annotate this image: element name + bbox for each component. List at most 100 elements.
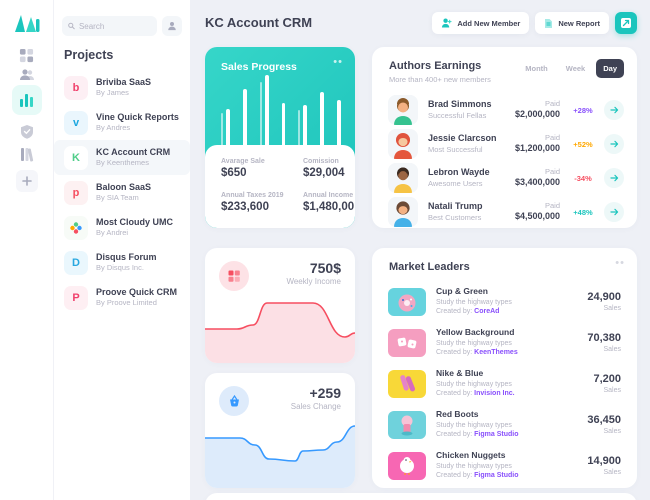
sales-count: 14,900 <box>587 454 621 467</box>
tab-day[interactable]: Day <box>596 59 624 78</box>
author-row-natali-trump[interactable]: Natali Trump Best Customers Paid $4,500,… <box>372 195 637 229</box>
project-item-vine[interactable]: v Vine Quick Reports By Andres <box>54 105 190 140</box>
product-desc: Study the highway types <box>436 298 512 306</box>
author-detail-button[interactable] <box>604 134 624 154</box>
chart-quick-action-button[interactable] <box>615 12 637 34</box>
add-new-member-button[interactable]: Add New Member <box>432 12 530 34</box>
sales-progress-menu[interactable]: •• <box>333 56 343 68</box>
market-row-cup-and-green[interactable]: Cup & Green Study the highway types Crea… <box>372 281 637 322</box>
creator-link[interactable]: Invision Inc. <box>474 390 515 398</box>
project-name: Baloon SaaS <box>96 182 152 193</box>
arrow-right-icon <box>609 208 618 216</box>
new-report-button[interactable]: New Report <box>535 12 609 34</box>
creator-link[interactable]: KeenThemes <box>474 349 518 357</box>
project-owner: By SIA Team <box>96 193 139 203</box>
product-thumbnail <box>388 410 426 439</box>
user-icon <box>168 22 176 31</box>
creator-link[interactable]: CoreAd <box>474 308 500 316</box>
sidebar-item-analytics[interactable] <box>11 85 42 115</box>
paid-label: Paid <box>544 167 560 177</box>
author-row-jessie-clarcson[interactable]: Jessie Clarcson Most Successful Paid $1,… <box>372 127 637 161</box>
product-created-by: Created by: Figma Studio <box>436 431 519 439</box>
author-row-lebron-wayde[interactable]: Lebron Wayde Awesome Users Paid $3,400,0… <box>372 161 637 195</box>
sidebar-item-add[interactable] <box>15 170 38 192</box>
sidebar-item-users[interactable] <box>12 62 42 88</box>
creator-link[interactable]: Figma Studio <box>474 472 519 480</box>
market-leaders-menu[interactable]: •• <box>615 257 625 269</box>
project-name: Disqus Forum <box>96 252 157 263</box>
market-row-chicken-nuggets[interactable]: Chicken Nuggets Study the highway types … <box>372 445 637 486</box>
sales-change-basket-icon <box>219 386 249 416</box>
sidebar-item-library[interactable] <box>12 141 42 167</box>
market-row-yellow-background[interactable]: Yellow Background Study the highway type… <box>372 322 637 363</box>
project-item-kc-account-crm[interactable]: K KC Account CRM By Keenthemes <box>54 140 190 175</box>
project-owner: By Disqus Inc. <box>96 263 144 273</box>
chart-arrow-icon <box>621 18 631 28</box>
product-thumbnail <box>388 369 426 398</box>
arrow-right-icon <box>609 106 618 114</box>
change-percent: +48% <box>573 207 593 217</box>
product-desc: Study the highway types <box>436 339 512 347</box>
paid-label: Paid <box>544 201 560 211</box>
new-report-file-icon <box>545 18 553 28</box>
icon-rail <box>0 0 54 500</box>
project-item-proove[interactable]: P Proove Quick CRM By Proove Limited <box>54 280 190 315</box>
change-percent: -34% <box>574 173 592 183</box>
product-created-by: Created by: Figma Studio <box>436 472 519 480</box>
paid-amount: $1,200,000 <box>514 143 560 154</box>
bar-chart-icon <box>20 94 33 107</box>
sidebar-item-dashboard[interactable] <box>12 42 42 68</box>
product-desc: Study the highway types <box>436 421 512 429</box>
avatar <box>388 95 418 125</box>
paid-amount: $3,400,000 <box>514 177 560 188</box>
project-item-most-cloudy[interactable]: Most Cloudy UMC By Andrei <box>54 210 190 245</box>
search-input[interactable] <box>78 21 151 31</box>
authors-earnings-subtitle: More than 400+ new members <box>389 75 491 84</box>
project-name: Proove Quick CRM <box>96 287 178 298</box>
sales-change-label: Sales Change <box>290 402 341 411</box>
sales-progress-stats-panel: Avarage Sale $650 Comission $29,004 Annu… <box>205 145 355 228</box>
paid-amount: $4,500,000 <box>514 211 560 222</box>
project-logo: K <box>64 145 88 170</box>
author-detail-button[interactable] <box>604 100 624 120</box>
user-profile-button[interactable] <box>162 16 182 36</box>
sales-count: 7,200 <box>593 372 621 385</box>
author-name: Jessie Clarcson <box>428 133 497 144</box>
project-item-briviba[interactable]: b Briviba SaaS By James <box>54 70 190 105</box>
paid-label: Paid <box>544 99 560 109</box>
add-new-member-label: Add New Member <box>457 18 521 28</box>
library-books-icon <box>20 147 33 161</box>
author-detail-button[interactable] <box>604 168 624 188</box>
tab-week[interactable]: Week <box>565 64 586 73</box>
sales-change-area-chart <box>205 425 355 488</box>
author-name: Natali Trump <box>428 201 483 212</box>
project-owner: By Andrei <box>96 228 129 238</box>
market-row-nike-and-blue[interactable]: Nike & Blue Study the highway types Crea… <box>372 363 637 404</box>
tab-month[interactable]: Month <box>525 64 548 73</box>
sidebar-item-security[interactable] <box>12 118 42 144</box>
avatar <box>388 197 418 227</box>
project-logo: P <box>64 285 88 310</box>
product-desc: Study the highway types <box>436 462 512 470</box>
market-row-red-boots[interactable]: Red Boots Study the highway types Create… <box>372 404 637 445</box>
sales-label: Sales <box>603 428 621 436</box>
product-name: Cup & Green <box>436 286 488 297</box>
creator-link[interactable]: Figma Studio <box>474 431 519 439</box>
sales-progress-bar-chart <box>221 73 341 145</box>
project-item-disqus[interactable]: D Disqus Forum By Disqus Inc. <box>54 245 190 280</box>
author-row-brad-simmons[interactable]: Brad Simmons Successful Fellas Paid $2,0… <box>372 93 637 127</box>
project-owner: By Proove Limited <box>96 298 157 308</box>
weekly-income-label: Weekly Income <box>286 277 341 286</box>
author-desc: Best Customers <box>428 212 482 222</box>
project-logo: p <box>64 180 88 205</box>
projects-list: b Briviba SaaS By James v Vine Quick Rep… <box>54 70 190 315</box>
app-logo[interactable] <box>13 13 41 38</box>
project-owner: By Andres <box>96 123 131 133</box>
arrow-right-icon <box>609 140 618 148</box>
search-box[interactable] <box>62 16 157 36</box>
sales-label: Sales <box>603 387 621 395</box>
project-logo: D <box>64 250 88 275</box>
project-item-baloon[interactable]: p Baloon SaaS By SIA Team <box>54 175 190 210</box>
project-owner: By Keenthemes <box>96 158 149 168</box>
author-detail-button[interactable] <box>604 202 624 222</box>
